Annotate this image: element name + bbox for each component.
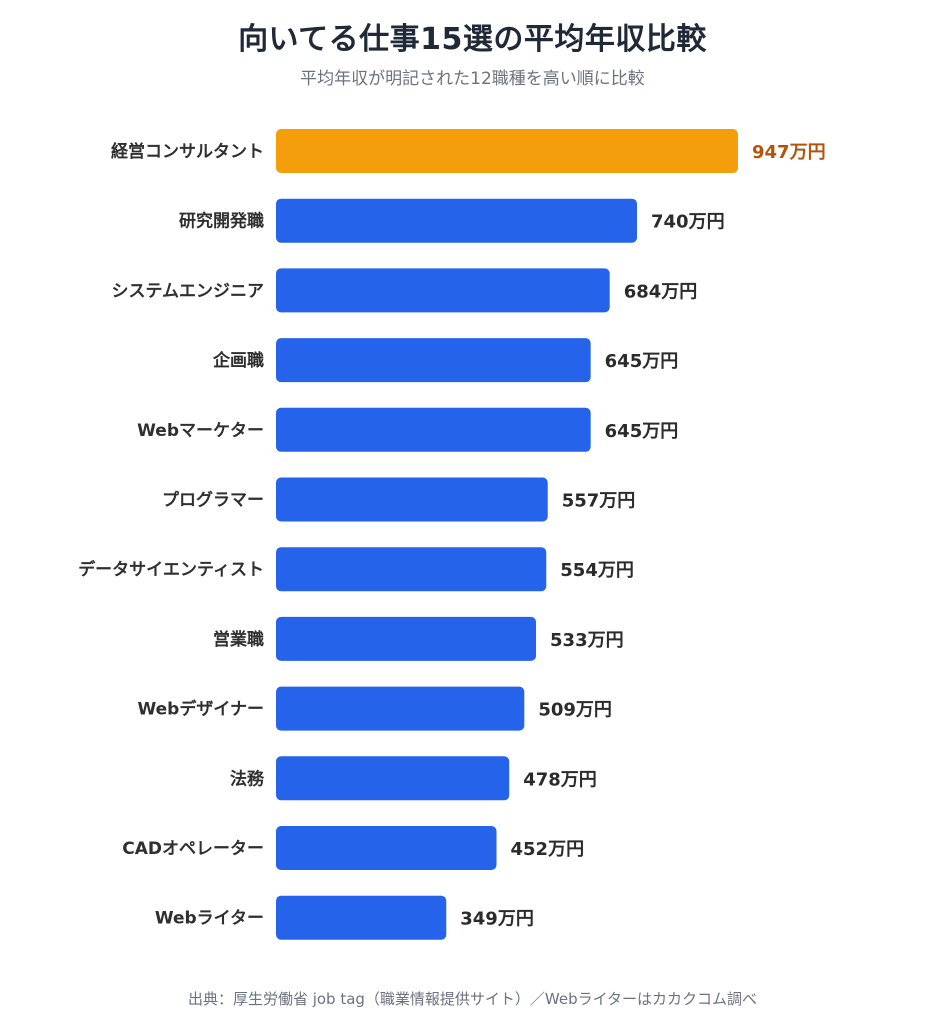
value-label: 645万円 — [605, 421, 679, 442]
value-label: 557万円 — [562, 491, 636, 512]
bar-highlight — [276, 129, 738, 173]
value-label: 554万円 — [560, 560, 634, 581]
bar — [276, 686, 525, 731]
value-label: 740万円 — [651, 212, 725, 233]
bar-row: プログラマー 557万円 — [162, 477, 636, 522]
bar-row: 経営コンサルタント 947万円 — [111, 129, 826, 173]
value-label: 509万円 — [538, 700, 612, 721]
category-label: Webライター — [155, 909, 264, 929]
value-label: 533万円 — [550, 630, 624, 651]
chart-subtitle: 平均年収が明記された12職種を高い順に比較 — [300, 69, 645, 89]
bar-row: 研究開発職 740万円 — [179, 198, 725, 243]
bar — [276, 756, 510, 801]
category-label: CADオペレーター — [122, 839, 264, 859]
bar-row: Webライター 349万円 — [155, 895, 534, 940]
bar — [276, 268, 610, 313]
bar — [276, 826, 497, 870]
chart-title: 向いてる仕事15選の平均年収比較 — [238, 22, 707, 57]
bar — [276, 616, 537, 661]
category-label: システムエンジニア — [112, 281, 265, 301]
category-label: 経営コンサルタント — [111, 141, 264, 162]
category-label: プログラマー — [162, 490, 264, 511]
category-label: 企画職 — [212, 350, 264, 371]
bar-row: CADオペレーター 452万円 — [122, 826, 584, 870]
bar-row: 法務 478万円 — [230, 756, 597, 801]
bar-row: システムエンジニア 684万円 — [112, 268, 698, 313]
bar — [276, 477, 548, 522]
value-label: 349万円 — [460, 909, 534, 930]
bar — [276, 338, 591, 383]
category-label: 研究開発職 — [179, 211, 264, 232]
bar-row: Webマーケター 645万円 — [137, 407, 679, 452]
category-label: 営業職 — [213, 629, 264, 650]
bar — [276, 547, 547, 592]
bar — [276, 198, 638, 243]
bar-row: Webデザイナー 509万円 — [137, 686, 612, 731]
category-label: Webマーケター — [137, 421, 264, 441]
value-label: 645万円 — [605, 351, 679, 372]
value-label: 947万円 — [752, 142, 826, 163]
category-label: 法務 — [230, 768, 265, 789]
value-label: 452万円 — [511, 839, 585, 860]
bar-row: 企画職 645万円 — [212, 338, 679, 383]
category-label: データサイエンティスト — [78, 559, 264, 580]
bar — [276, 895, 447, 940]
bar-row: 営業職 533万円 — [213, 616, 624, 661]
bar-row: データサイエンティスト 554万円 — [78, 547, 634, 592]
value-label: 478万円 — [523, 769, 597, 790]
value-label: 684万円 — [624, 281, 698, 302]
category-label: Webデザイナー — [137, 699, 264, 720]
source-note: 出典：厚生労働省 job tag（職業情報提供サイト）／Webライターはカカクコ… — [187, 990, 758, 1008]
bar — [276, 407, 591, 452]
